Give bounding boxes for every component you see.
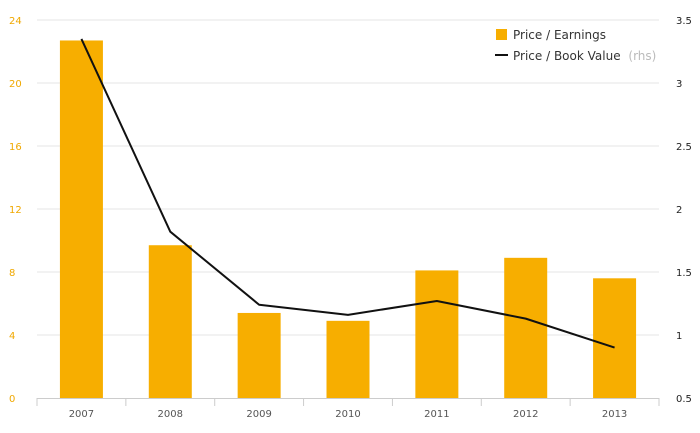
y-right-tick-label: 1 [676, 331, 682, 342]
bar [593, 278, 637, 398]
x-tick-label: 2011 [424, 409, 449, 420]
legend-swatch-price-earnings [496, 29, 507, 40]
x-axis: 2007 2008 2009 2010 2011 2012 2013 [36, 398, 660, 420]
legend: Price / Earnings Price / Book Value (rhs… [495, 28, 656, 63]
y-right-tick-label: 0.5 [676, 394, 692, 405]
legend-label-price-book: Price / Book Value (rhs) [513, 49, 656, 63]
bar [237, 312, 281, 398]
y-right-tick-label: 2.5 [676, 142, 692, 153]
y-left-tick-label: 8 [9, 268, 15, 279]
y-left-tick-label: 0 [9, 394, 15, 405]
bar [415, 270, 459, 398]
x-tick-label: 2008 [158, 409, 183, 420]
y-right-tick-label: 1.5 [676, 268, 692, 279]
y-right-tick-label: 3 [676, 79, 682, 90]
y-left-tick-label: 16 [9, 142, 22, 153]
y-left-tick-label: 20 [9, 79, 22, 90]
price-earnings-bars [59, 40, 637, 398]
y-right-tick-label: 3.5 [676, 16, 692, 27]
bar [59, 40, 103, 398]
gridlines [37, 19, 659, 336]
y-left-tick-label: 12 [9, 205, 22, 216]
legend-label-price-book-text: Price / Book Value [513, 49, 621, 63]
x-tick-label: 2010 [335, 409, 360, 420]
y-left-tick-label: 4 [9, 331, 15, 342]
y-left-tick-label: 24 [9, 16, 22, 27]
bar [148, 245, 192, 398]
x-tick-label: 2012 [513, 409, 538, 420]
legend-label-rhs-note: (rhs) [628, 49, 656, 63]
x-tick-label: 2007 [69, 409, 94, 420]
price-book-line [80, 38, 615, 349]
bar [504, 257, 548, 398]
right-axis-ticks: 0.5 1 1.5 2 2.5 3 3.5 [676, 16, 692, 405]
x-tick-label: 2009 [246, 409, 271, 420]
legend-label-price-earnings: Price / Earnings [513, 28, 606, 42]
bar [326, 320, 370, 398]
x-tick-label: 2013 [602, 409, 627, 420]
series-line [80, 38, 615, 349]
y-right-tick-label: 2 [676, 205, 682, 216]
left-axis-ticks: 0 4 8 12 16 20 24 [9, 16, 22, 405]
